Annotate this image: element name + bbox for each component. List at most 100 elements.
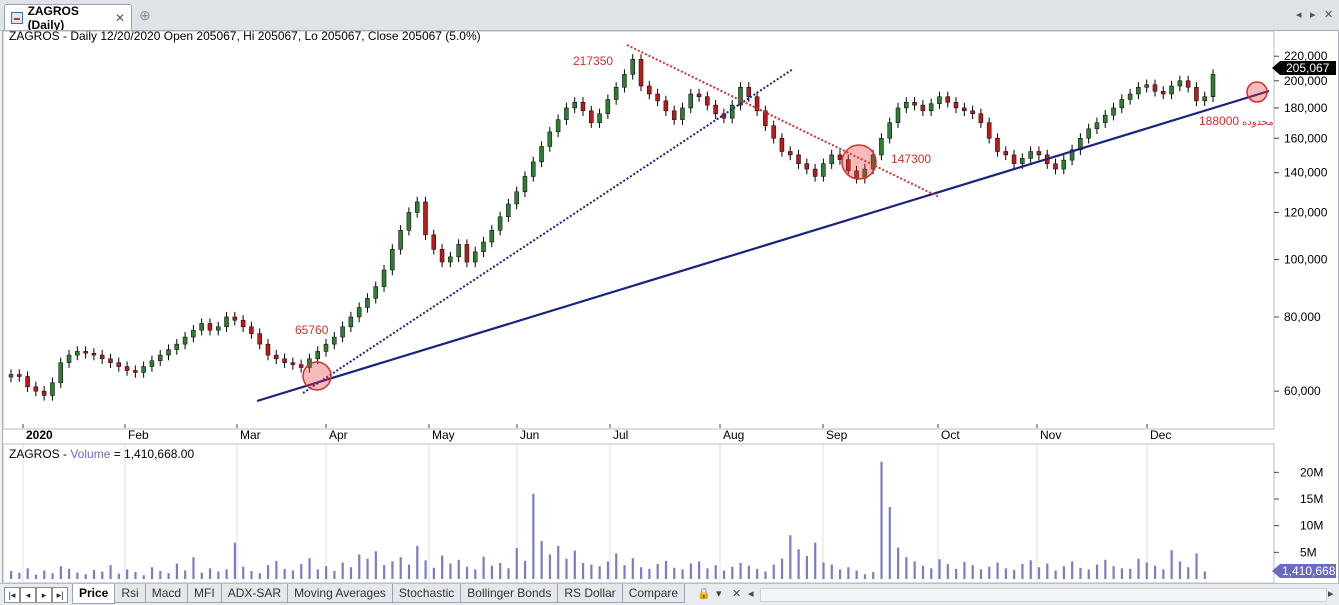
- volume-bars: [10, 461, 1206, 579]
- volume-bar: [208, 568, 212, 579]
- candle-body-up: [1202, 96, 1207, 102]
- horizontal-scrollbar[interactable]: [760, 588, 1327, 602]
- candle: [970, 105, 975, 119]
- sheet-tab-moving-averages[interactable]: Moving Averages: [287, 584, 393, 603]
- tab-close-icon[interactable]: ✕: [732, 588, 742, 600]
- candle-body-down: [920, 104, 926, 112]
- date-tick-label: Jun: [520, 428, 539, 442]
- sheet-tab-compare[interactable]: Compare: [621, 584, 686, 603]
- sheet-tab-adx-sar[interactable]: ADX-SAR: [220, 584, 289, 603]
- candle: [787, 146, 793, 161]
- highlight-circle-147300: [841, 144, 877, 180]
- lock-icon[interactable]: 🔒: [697, 588, 711, 600]
- candle-body-down: [779, 138, 785, 152]
- date-tick-label: Jul: [613, 428, 628, 442]
- volume-bar: [532, 493, 535, 579]
- candle-body-up: [472, 251, 478, 263]
- scroll-right-icon[interactable]: ▸: [1310, 9, 1316, 21]
- volume-bar: [1137, 558, 1140, 579]
- volume-bar: [971, 565, 974, 579]
- sheet-tab-bollinger-bonds[interactable]: Bollinger Bonds: [460, 584, 559, 603]
- candle: [174, 339, 180, 355]
- candle-body-up: [406, 212, 412, 231]
- prev-sheet-icon[interactable]: ◂: [20, 587, 36, 603]
- sheet-tab-macd[interactable]: Macd: [144, 584, 189, 603]
- candle-body-up: [887, 122, 892, 139]
- last-sheet-icon[interactable]: ▸|: [52, 587, 68, 603]
- candle-body-down: [298, 364, 304, 368]
- scroll-left-arrow-icon[interactable]: ◂: [748, 588, 754, 600]
- scroll-right-arrow-icon[interactable]: ▸: [1328, 588, 1334, 600]
- candle: [439, 244, 445, 268]
- tab-zagros-daily[interactable]: ZAGROS (Daily) ✕: [4, 4, 132, 32]
- candle-body-up: [821, 163, 826, 177]
- chart-svg[interactable]: ZAGROS - Daily 12/20/2020 Open 205067, H…: [2, 29, 1338, 584]
- scroll-left-icon[interactable]: ◂: [1296, 9, 1302, 21]
- candle: [232, 311, 238, 326]
- candle: [771, 120, 776, 144]
- candle-body-down: [796, 154, 801, 164]
- volume-bar: [1087, 569, 1090, 579]
- candle: [348, 311, 354, 333]
- volume-bar: [797, 549, 800, 579]
- candle: [141, 361, 146, 378]
- candle: [1069, 144, 1075, 166]
- volume-bar: [1112, 566, 1115, 579]
- close-window-icon[interactable]: ✕: [1324, 9, 1334, 21]
- volume-bar: [888, 507, 891, 579]
- candle-body-up: [622, 74, 627, 88]
- new-tab-icon[interactable]: ⊕: [139, 7, 151, 23]
- sheet-tab-rsi[interactable]: Rsi: [114, 584, 146, 603]
- candles: [8, 54, 1216, 401]
- sheet-tab-price[interactable]: Price: [72, 584, 116, 604]
- candle: [215, 321, 221, 336]
- candle: [655, 88, 660, 107]
- candle: [671, 105, 677, 125]
- volume-bar: [681, 569, 684, 579]
- candle-body-down: [754, 96, 760, 112]
- candle-body-up: [75, 351, 80, 356]
- candle: [58, 357, 63, 388]
- chart-area[interactable]: ZAGROS - Daily 12/20/2020 Open 205067, H…: [2, 29, 1339, 584]
- candle-body-down: [282, 358, 287, 363]
- candle: [1169, 80, 1174, 100]
- candle: [812, 163, 818, 182]
- volume-bar: [523, 560, 527, 579]
- first-sheet-icon[interactable]: |◂: [4, 587, 20, 603]
- sheet-tab-mfi[interactable]: MFI: [187, 584, 222, 603]
- annotation-217350: 217350: [573, 54, 613, 68]
- candle-body-up: [215, 326, 221, 331]
- candle: [1127, 88, 1133, 105]
- trendlines: [256, 44, 1270, 403]
- volume-bar: [863, 574, 867, 579]
- candle-body-up: [904, 102, 909, 109]
- candle: [763, 105, 768, 131]
- volume-bar: [880, 461, 883, 579]
- close-icon[interactable]: ✕: [114, 10, 125, 25]
- candle: [356, 302, 362, 323]
- tab-arrow-icon[interactable]: ▾: [716, 588, 722, 600]
- volume-bar: [1195, 553, 1198, 579]
- candle-body-down: [1185, 80, 1191, 88]
- candle: [713, 99, 718, 119]
- candle-body-down: [647, 85, 652, 95]
- volume-bar: [59, 566, 62, 579]
- next-sheet-icon[interactable]: ▸: [36, 587, 52, 603]
- volume-header: ZAGROS - Volume = 1,410,668.00: [9, 447, 194, 461]
- candle: [580, 97, 586, 117]
- candle-body-down: [290, 362, 296, 365]
- sheet-tab-stochastic[interactable]: Stochastic: [391, 584, 462, 603]
- volume-bar: [291, 570, 295, 579]
- candle: [381, 264, 387, 292]
- volume-bar: [747, 565, 750, 579]
- candle-body-down: [1194, 87, 1199, 102]
- candle-body-down: [696, 93, 702, 97]
- candle-body-up: [1102, 114, 1108, 123]
- candle-body-up: [688, 93, 694, 109]
- candle-body-up: [870, 154, 876, 170]
- sheet-tab-rs-dollar[interactable]: RS Dollar: [557, 584, 623, 603]
- candle-body-up: [738, 87, 743, 106]
- candle-body-up: [522, 176, 528, 193]
- candle: [124, 361, 130, 376]
- candle: [754, 91, 760, 117]
